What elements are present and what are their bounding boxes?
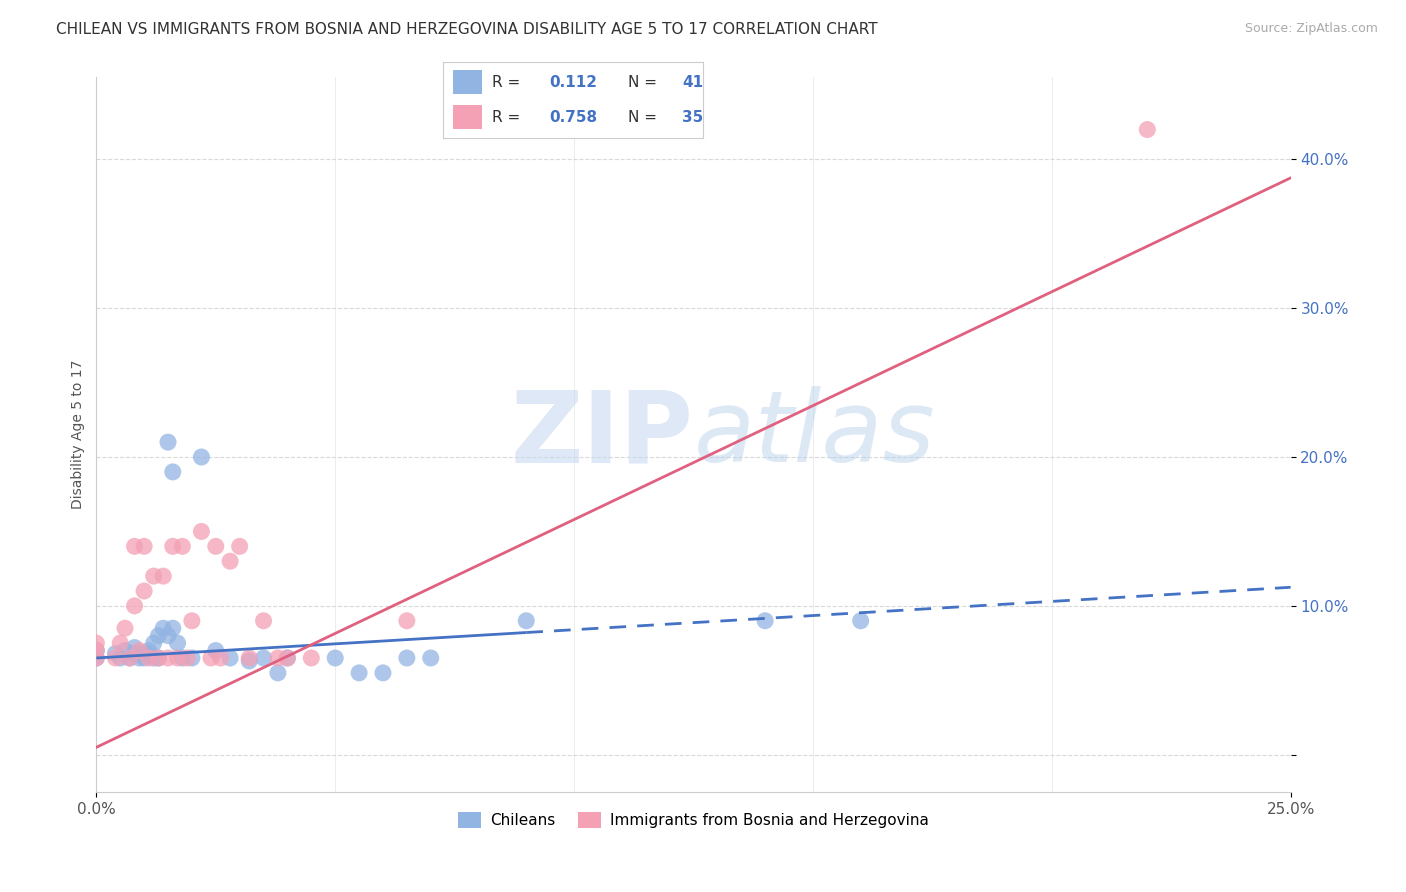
Text: atlas: atlas xyxy=(693,386,935,483)
Point xyxy=(347,665,370,680)
Text: R =: R = xyxy=(492,110,526,125)
Point xyxy=(152,569,174,583)
Point xyxy=(124,599,146,613)
Text: 0.112: 0.112 xyxy=(550,75,598,90)
Point xyxy=(114,621,136,635)
Point xyxy=(156,651,179,665)
Point xyxy=(148,651,170,665)
Point xyxy=(395,614,418,628)
Text: N =: N = xyxy=(627,110,661,125)
Bar xyxy=(453,70,482,95)
Point xyxy=(134,584,156,599)
Point xyxy=(172,651,194,665)
Point xyxy=(267,665,290,680)
Point xyxy=(172,539,194,553)
Point xyxy=(148,629,170,643)
Point xyxy=(200,651,222,665)
Point xyxy=(190,524,212,539)
Point xyxy=(395,651,418,665)
Text: 35: 35 xyxy=(682,110,703,125)
Text: R =: R = xyxy=(492,75,526,90)
Bar xyxy=(453,105,482,129)
Text: 41: 41 xyxy=(682,75,703,90)
Point xyxy=(110,636,132,650)
Point xyxy=(86,643,108,657)
Point xyxy=(299,651,322,665)
Point xyxy=(162,539,184,553)
Point xyxy=(219,651,242,665)
Point xyxy=(134,539,156,553)
Point xyxy=(138,647,160,661)
Point xyxy=(134,651,156,665)
Point xyxy=(209,651,232,665)
Text: N =: N = xyxy=(627,75,661,90)
Point xyxy=(142,569,165,583)
Point xyxy=(323,651,346,665)
Point xyxy=(138,651,160,665)
Point xyxy=(128,643,150,657)
Text: CHILEAN VS IMMIGRANTS FROM BOSNIA AND HERZEGOVINA DISABILITY AGE 5 TO 17 CORRELA: CHILEAN VS IMMIGRANTS FROM BOSNIA AND HE… xyxy=(56,22,877,37)
Point xyxy=(849,614,872,628)
Point xyxy=(86,651,108,665)
Point xyxy=(180,614,202,628)
Point xyxy=(1136,122,1159,136)
Point xyxy=(228,539,250,553)
Point xyxy=(148,651,170,665)
Point xyxy=(124,539,146,553)
Point xyxy=(86,636,108,650)
Point xyxy=(162,621,184,635)
Point xyxy=(134,647,156,661)
Point xyxy=(110,651,132,665)
Point xyxy=(104,651,127,665)
Point xyxy=(138,643,160,657)
Point xyxy=(419,651,441,665)
Point xyxy=(267,651,290,665)
Point xyxy=(219,554,242,568)
Point xyxy=(238,651,260,665)
Point xyxy=(86,651,108,665)
Point xyxy=(114,643,136,657)
Point xyxy=(162,465,184,479)
Point xyxy=(204,539,226,553)
Point xyxy=(204,643,226,657)
Point xyxy=(371,665,394,680)
Point xyxy=(128,647,150,661)
Point xyxy=(128,651,150,665)
Point xyxy=(142,636,165,650)
Point xyxy=(166,636,188,650)
Point xyxy=(104,647,127,661)
Y-axis label: Disability Age 5 to 17: Disability Age 5 to 17 xyxy=(72,360,86,509)
Point xyxy=(124,640,146,655)
Point xyxy=(176,651,198,665)
Point xyxy=(156,435,179,450)
Point xyxy=(152,621,174,635)
Point xyxy=(118,651,141,665)
Point xyxy=(276,651,298,665)
Point xyxy=(156,629,179,643)
Text: ZIP: ZIP xyxy=(510,386,693,483)
Point xyxy=(252,651,274,665)
Point xyxy=(238,654,260,668)
Text: 0.758: 0.758 xyxy=(550,110,598,125)
Point xyxy=(118,651,141,665)
Point xyxy=(252,614,274,628)
Point xyxy=(190,450,212,464)
Point xyxy=(142,651,165,665)
Legend: Chileans, Immigrants from Bosnia and Herzegovina: Chileans, Immigrants from Bosnia and Her… xyxy=(451,806,935,834)
Text: Source: ZipAtlas.com: Source: ZipAtlas.com xyxy=(1244,22,1378,36)
Point xyxy=(515,614,537,628)
Point xyxy=(754,614,776,628)
Point xyxy=(124,647,146,661)
Point xyxy=(180,651,202,665)
Point xyxy=(86,643,108,657)
Point xyxy=(166,651,188,665)
Point xyxy=(276,651,298,665)
